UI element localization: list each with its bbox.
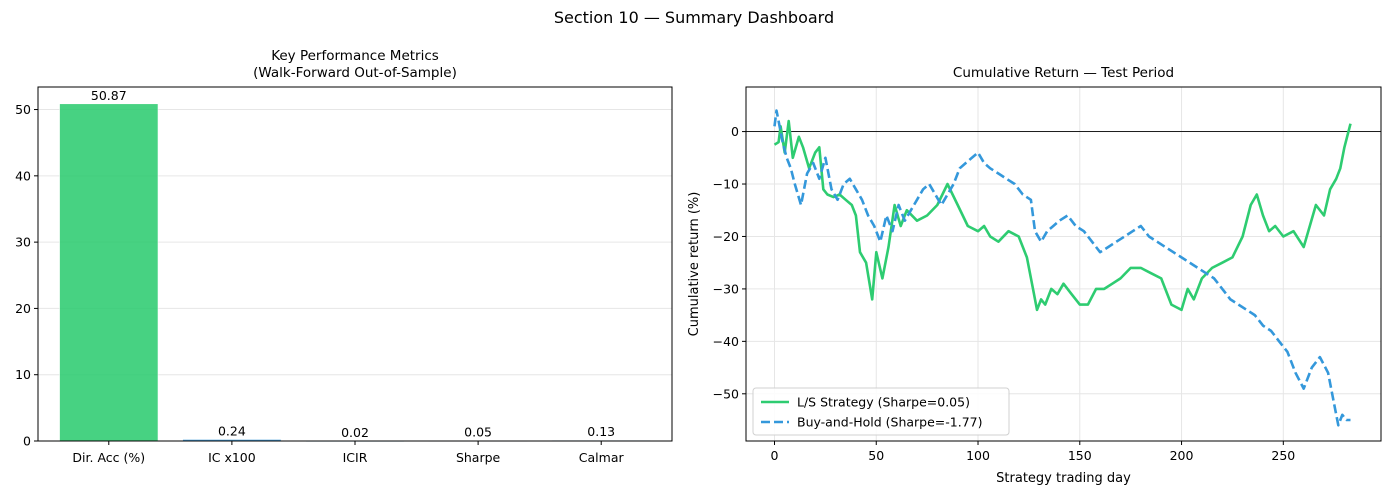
bar-chart-y-tick-label: 20 [15, 301, 31, 316]
series-line-0 [773, 119, 1352, 312]
bar-chart-x-tick-label: ICIR [343, 450, 368, 465]
legend-box [752, 387, 1010, 436]
line-chart-y-tick-label: −40 [713, 334, 739, 349]
line-chart-title: Cumulative Return — Test Period [953, 65, 1174, 81]
line-chart-x-tick-label: 100 [966, 448, 990, 463]
bar-value-label: 50.87 [91, 88, 127, 103]
bar-chart-bars [59, 103, 651, 443]
bar-chart-y-tick-label: 10 [15, 367, 31, 382]
line-chart-x-tick-label: 250 [1271, 448, 1295, 463]
bar-chart-y-axis: 0 10 20 30 40 50 [15, 102, 38, 449]
line-chart-frame [745, 86, 1382, 442]
line-chart-x-label: Strategy trading day [996, 471, 1131, 486]
line-chart-x-tick-label: 0 [771, 448, 779, 463]
bar-value-label: 0.05 [464, 425, 492, 440]
bar-chart-x-tick-label: IC x100 [208, 450, 256, 465]
line-chart-y-tick-label: −30 [713, 281, 739, 296]
bar-chart-frame [37, 86, 673, 442]
bar-chart-y-tick-label: 30 [15, 235, 31, 250]
bar-chart: Key Performance Metrics (Walk-Forward Out… [15, 48, 673, 465]
bar-chart-title-line: Key Performance Metrics [271, 48, 439, 64]
line-chart-y-tick-label: −20 [713, 229, 739, 244]
line-chart-x-tick-label: 50 [868, 448, 884, 463]
line-chart-y-tick-label: −50 [713, 386, 739, 401]
line-chart-x-tick-label: 150 [1068, 448, 1092, 463]
bar-chart-y-tick-label: 50 [15, 102, 31, 117]
line-chart-y-axis: 0 −10 −20 −30 −40 −50 [713, 124, 746, 401]
bar-chart-title-line: (Walk-Forward Out-of-Sample) [253, 65, 457, 81]
line-chart-x-tick-label: 200 [1170, 448, 1194, 463]
series-line-1 [773, 109, 1351, 427]
figure-title: Section 10 — Summary Dashboard [554, 8, 834, 27]
line-chart-x-axis: 0 50 100 150 200 250 [771, 441, 1295, 463]
legend-label-1: Buy-and-Hold (Sharpe=-1.77) [797, 415, 983, 430]
line-chart-series [746, 109, 1381, 427]
line-chart-y-label: Cumulative return (%) [687, 192, 702, 337]
bar-chart-x-tick-label: Calmar [579, 450, 625, 465]
bar-value-label: 0.02 [341, 425, 369, 440]
bar-0 [59, 103, 159, 442]
bar-chart-title: Key Performance Metrics (Walk-Forward Out… [253, 48, 457, 81]
bar-value-label: 0.24 [218, 423, 246, 438]
bar-chart-x-axis: Dir. Acc (%) IC x100 ICIR Sharpe Calmar [72, 441, 624, 465]
line-chart-legend: L/S Strategy (Sharpe=0.05) Buy-and-Hold (… [752, 387, 1010, 436]
line-chart-y-tick-label: −10 [713, 177, 739, 192]
bar-value-label: 0.13 [587, 424, 615, 439]
bar-chart-y-tick-label: 40 [15, 168, 31, 183]
bar-chart-y-tick-label: 0 [23, 434, 31, 449]
bar-chart-x-tick-label: Dir. Acc (%) [72, 450, 145, 465]
legend-label-0: L/S Strategy (Sharpe=0.05) [797, 395, 970, 410]
line-chart: Cumulative Return — Test Period 0 −10 −20 −… [687, 65, 1382, 486]
line-chart-y-tick-label: 0 [731, 124, 739, 139]
bar-chart-x-tick-label: Sharpe [456, 450, 501, 465]
bar-chart-value-labels: 50.87 0.24 0.02 0.05 0.13 [91, 88, 615, 440]
